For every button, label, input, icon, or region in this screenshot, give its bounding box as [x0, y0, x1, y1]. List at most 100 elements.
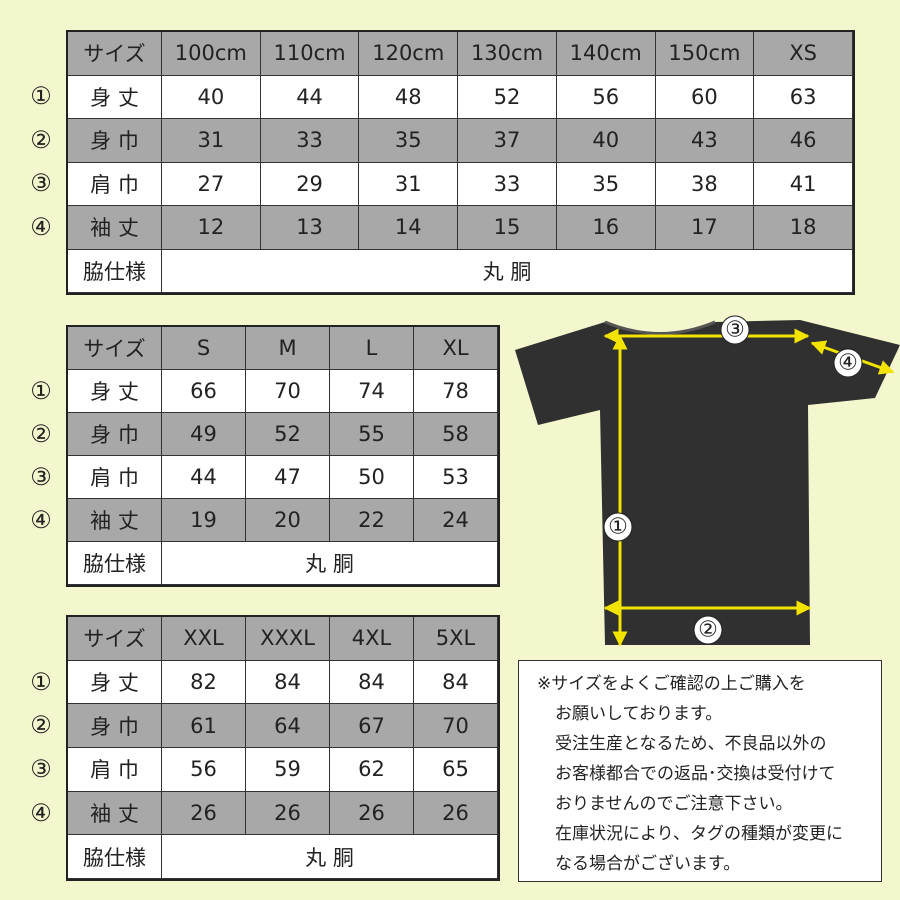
value-cell: 33 [260, 119, 360, 163]
row-marker: ① [30, 82, 52, 111]
value-cell: 46 [754, 119, 853, 163]
value-cell: 22 [330, 499, 414, 542]
value-cell: 26 [414, 791, 498, 836]
value-cell: 40 [556, 119, 656, 163]
diagram-label: ② [698, 618, 718, 643]
value-cell: 48 [359, 75, 459, 119]
value-cell: 47 [246, 456, 330, 499]
row-label: 肩 巾 [68, 456, 162, 499]
header-cell: M [246, 327, 330, 370]
row-label: 肩 巾 [68, 748, 162, 792]
value-cell: 49 [162, 413, 246, 456]
value-cell: 14 [359, 206, 459, 250]
value-cell: 84 [330, 660, 414, 705]
diagram-label: ④ [838, 351, 858, 376]
row-marker: ② [30, 711, 52, 740]
header-cell: L [330, 327, 414, 370]
header-cell: XS [754, 32, 853, 76]
value-cell: 18 [754, 206, 853, 250]
value-cell: 17 [655, 206, 755, 250]
header-cell: サイズ [68, 32, 162, 76]
side-label: 脇仕様 [68, 542, 162, 585]
header-cell: 150cm [655, 32, 755, 76]
value-cell: 19 [162, 499, 246, 542]
value-cell: 20 [246, 499, 330, 542]
row-label: 袖 丈 [68, 791, 162, 836]
size-table: サイズ 100cm 110cm 120cm 130cm 140cm 150cm XS 身 丈 40… [66, 30, 855, 295]
value-cell: 84 [246, 660, 330, 705]
value-cell: 67 [330, 704, 414, 748]
row-marker: ① [30, 667, 52, 696]
value-cell: 74 [330, 370, 414, 413]
row-label: 身 丈 [68, 370, 162, 413]
value-cell: 65 [414, 748, 498, 792]
note-line: ※サイズをよくご確認の上ご購入を [537, 674, 806, 694]
header-cell: 5XL [414, 617, 498, 661]
value-cell: 63 [754, 75, 853, 119]
note-line: おりませんのでご注意下さい。 [555, 794, 793, 814]
value-cell: 31 [162, 119, 261, 163]
diagram-label: ③ [725, 318, 745, 343]
value-cell: 33 [458, 162, 557, 206]
size-table: サイズ S M L XL 身 丈 66 70 74 78 身 巾 49 52 55 58 肩 巾 44 47 50 5… [66, 325, 500, 587]
value-cell: 58 [414, 413, 498, 456]
row-label: 肩 巾 [68, 162, 162, 206]
header-cell: サイズ [68, 617, 162, 661]
size-table: サイズ XXL XXXL 4XL 5XL 身 丈 82 84 84 84 身 巾 61 64 67 70 肩 … [66, 615, 500, 881]
value-cell: 35 [556, 162, 656, 206]
value-cell: 37 [458, 119, 557, 163]
side-value: 丸 胴 [162, 542, 498, 585]
value-cell: 64 [246, 704, 330, 748]
value-cell: 38 [655, 162, 755, 206]
value-cell: 82 [162, 660, 246, 705]
value-cell: 16 [556, 206, 656, 250]
value-cell: 13 [260, 206, 360, 250]
header-cell: XXL [162, 617, 246, 661]
row-marker: ② [30, 419, 52, 448]
value-cell: 26 [162, 791, 246, 836]
value-cell: 44 [260, 75, 360, 119]
row-label: 身 巾 [68, 119, 162, 163]
value-cell: 70 [246, 370, 330, 413]
value-cell: 61 [162, 704, 246, 748]
value-cell: 62 [330, 748, 414, 792]
value-cell: 12 [162, 206, 261, 250]
value-cell: 56 [162, 748, 246, 792]
value-cell: 24 [414, 499, 498, 542]
row-label: 身 巾 [68, 704, 162, 748]
row-label: 袖 丈 [68, 206, 162, 250]
value-cell: 70 [414, 704, 498, 748]
header-cell: 4XL [330, 617, 414, 661]
notes: ※サイズをよくご確認の上ご購入を お願いしております。 受注生産となるため、不良品以… [518, 660, 882, 882]
diagram-label: ① [608, 515, 628, 540]
value-cell: 50 [330, 456, 414, 499]
header-cell: XXXL [246, 617, 330, 661]
row-marker: ③ [30, 462, 52, 491]
row-marker: ④ [30, 505, 52, 534]
value-cell: 60 [655, 75, 755, 119]
value-cell: 35 [359, 119, 459, 163]
note-line: 受注生産となるため、不良品以外の [555, 734, 827, 754]
side-label: 脇仕様 [68, 835, 162, 879]
value-cell: 84 [414, 660, 498, 705]
row-label: 身 丈 [68, 660, 162, 705]
row-label: 袖 丈 [68, 499, 162, 542]
header-cell: 140cm [556, 32, 656, 76]
value-cell: 52 [458, 75, 557, 119]
header-cell: サイズ [68, 327, 162, 370]
value-cell: 66 [162, 370, 246, 413]
row-marker: ③ [30, 169, 52, 198]
value-cell: 31 [359, 162, 459, 206]
side-value: 丸 胴 [162, 835, 498, 879]
value-cell: 27 [162, 162, 261, 206]
value-cell: 56 [556, 75, 656, 119]
row-marker: ② [30, 125, 52, 154]
value-cell: 40 [162, 75, 261, 119]
value-cell: 44 [162, 456, 246, 499]
value-cell: 26 [246, 791, 330, 836]
side-value: 丸 胴 [162, 249, 853, 293]
note-line: お客様都合での返品･交換は受付けて [555, 764, 836, 784]
row-marker: ④ [30, 212, 52, 241]
side-label: 脇仕様 [68, 249, 162, 293]
